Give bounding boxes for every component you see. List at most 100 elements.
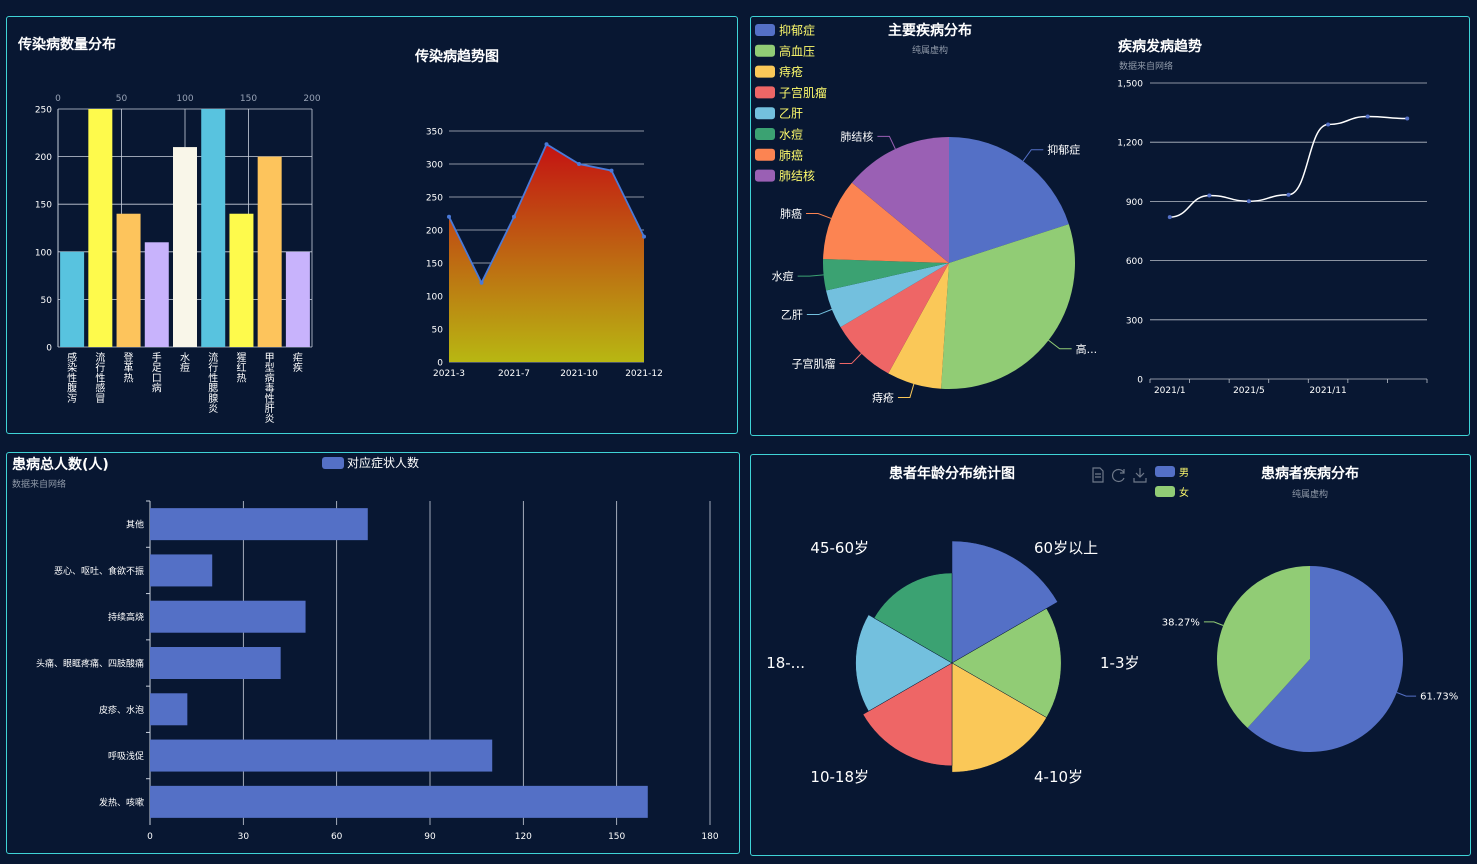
hbar-ylabel-6: 发热、咳嗽 [99,796,144,808]
disease-pie-label-1: 高... [1076,342,1098,356]
bar1-bar-8[interactable] [285,251,310,347]
disease-legend-label-0[interactable]: 抑郁症 [779,23,815,38]
bar1-xlabel-5: 流行性腮腺炎 [208,351,218,415]
trend-point-2[interactable] [1246,199,1251,204]
disease-pie-label-0: 抑郁症 [1047,143,1080,157]
bar1-toptick-0: 0 [55,94,61,104]
trend-line [1169,115,1408,218]
hbar-xtick-0: 0 [147,832,153,842]
disease-pie-slice-5[interactable] [823,259,949,291]
disease-pie-leader-6 [806,213,832,219]
area-point-0[interactable] [447,214,451,219]
age-rose-slice-5[interactable] [873,572,953,664]
refresh-icon[interactable] [1111,468,1125,483]
trend-point-0[interactable] [1167,215,1172,220]
trend-xtick-2: 2021/11 [1309,386,1346,396]
disease-legend-label-3[interactable]: 子宫肌瘤 [779,85,827,100]
bar1-ytick-2: 100 [35,248,52,258]
gender-legend-female-swatch[interactable] [1155,486,1175,497]
disease-pie-slice-0[interactable] [949,137,1069,263]
age-rose-slice-1[interactable] [951,608,1062,718]
trend-point-3[interactable] [1286,192,1291,197]
hbar-ylabel-0: 其他 [126,519,144,531]
area-point-6[interactable] [642,234,646,239]
bar1-xlabel-7: 甲型病毒性肝炎 [265,353,275,425]
download-icon[interactable] [1133,468,1147,483]
gender-legend-female-label[interactable]: 女 [1179,486,1189,499]
area-point-3[interactable] [544,142,549,147]
disease-legend-swatch-0[interactable] [755,24,775,36]
main-disease-subtitle: 纯属虚构 [912,44,948,56]
gender-pie-label-0: 61.73% [1420,692,1458,703]
disease-pie-leader-4 [806,308,833,316]
trend-ytick-5: 1,500 [1117,80,1143,90]
disease-legend-label-6[interactable]: 肺癌 [779,147,803,162]
disease-pie-slice-6[interactable] [823,182,949,263]
trend-point-5[interactable] [1365,114,1370,119]
bar1-bar-5[interactable] [201,109,226,347]
disease-legend-swatch-6[interactable] [755,148,775,161]
hbar-ylabel-2: 持续高烧 [108,611,144,623]
hbar-ylabel-3: 头痛、眼眶疼痛、四肢酸痛 [36,658,144,670]
hbar-bar-0[interactable] [150,508,368,541]
gender-pie-subtitle: 纯属虚构 [1292,488,1328,500]
bar1-xlabel-6: 猩红热 [236,352,246,384]
gender-pie-slice-1[interactable] [1217,566,1310,728]
trend-ytick-0: 0 [1137,376,1143,386]
patients-legend-swatch[interactable] [322,457,344,469]
age-rose-slice-0[interactable] [951,540,1058,664]
trend-point-1[interactable] [1207,193,1212,198]
disease-legend-label-7[interactable]: 肺结核 [779,169,815,183]
bar1-bar-3[interactable] [144,242,169,347]
trend-ytick-1: 300 [1126,316,1143,326]
disease-legend-label-1[interactable]: 高血压 [779,43,815,58]
trend-point-6[interactable] [1405,116,1410,121]
disease-legend-swatch-2[interactable] [755,65,775,78]
gender-pie-title: 患病者疾病分布 [1261,465,1359,482]
area-point-2[interactable] [512,214,516,219]
area-point-1[interactable] [479,280,484,285]
disease-legend-swatch-5[interactable] [755,128,775,140]
trend-point-4[interactable] [1326,122,1331,127]
age-rose-slice-2[interactable] [951,662,1047,773]
bar1-bar-6[interactable] [229,213,254,347]
disease-legend-label-4[interactable]: 乙肝 [779,107,803,121]
age-rose-slice-3[interactable] [862,662,953,767]
bar1-bar-7[interactable] [257,156,282,347]
age-rose-label-5: 45-60岁 [810,539,869,557]
bar1-bar-4[interactable] [173,147,197,347]
bar1-bar-2[interactable] [116,213,141,347]
age-rose-title: 患者年龄分布统计图 [889,465,1015,482]
disease-legend-label-5[interactable]: 水痘 [779,127,803,142]
gender-pie-slice-0[interactable] [1247,566,1404,753]
area-point-5[interactable] [609,168,614,173]
disease-pie-slice-2[interactable] [888,263,949,389]
age-rose-slice-4[interactable] [855,614,953,712]
bar1-toptick-1: 50 [116,94,128,104]
disease-legend-swatch-3[interactable] [755,86,775,99]
disease-pie-leader-7 [877,135,896,150]
hbar-bar-4[interactable] [150,693,188,726]
gender-legend-male-swatch[interactable] [1155,466,1175,477]
disease-pie-slice-1[interactable] [941,224,1075,390]
patients-legend-label[interactable]: 对应症状人数 [347,455,419,470]
disease-legend-swatch-7[interactable] [755,169,775,182]
disease-legend-label-2[interactable]: 痔疮 [779,64,803,79]
hbar-bar-5[interactable] [150,739,493,772]
disease-pie-slice-3[interactable] [840,263,949,374]
disease-pie-slice-4[interactable] [826,263,949,328]
hbar-bar-6[interactable] [150,785,648,818]
disease-pie-slice-7[interactable] [851,137,949,263]
disease-legend-swatch-4[interactable] [755,107,775,120]
file-icon[interactable] [1092,467,1104,483]
disease-legend-swatch-1[interactable] [755,44,775,57]
hbar-bar-3[interactable] [150,647,281,679]
hbar-ylabel-1: 恶心、呕吐、食欲不振 [54,565,144,577]
bar1-bar-1[interactable] [88,109,113,347]
disease-pie-leader-3 [839,353,862,365]
hbar-bar-1[interactable] [150,554,213,587]
hbar-bar-2[interactable] [150,600,306,633]
gender-legend-male-label[interactable]: 男 [1179,467,1189,479]
bar1-bar-0[interactable] [60,251,85,347]
area-point-4[interactable] [577,162,581,166]
